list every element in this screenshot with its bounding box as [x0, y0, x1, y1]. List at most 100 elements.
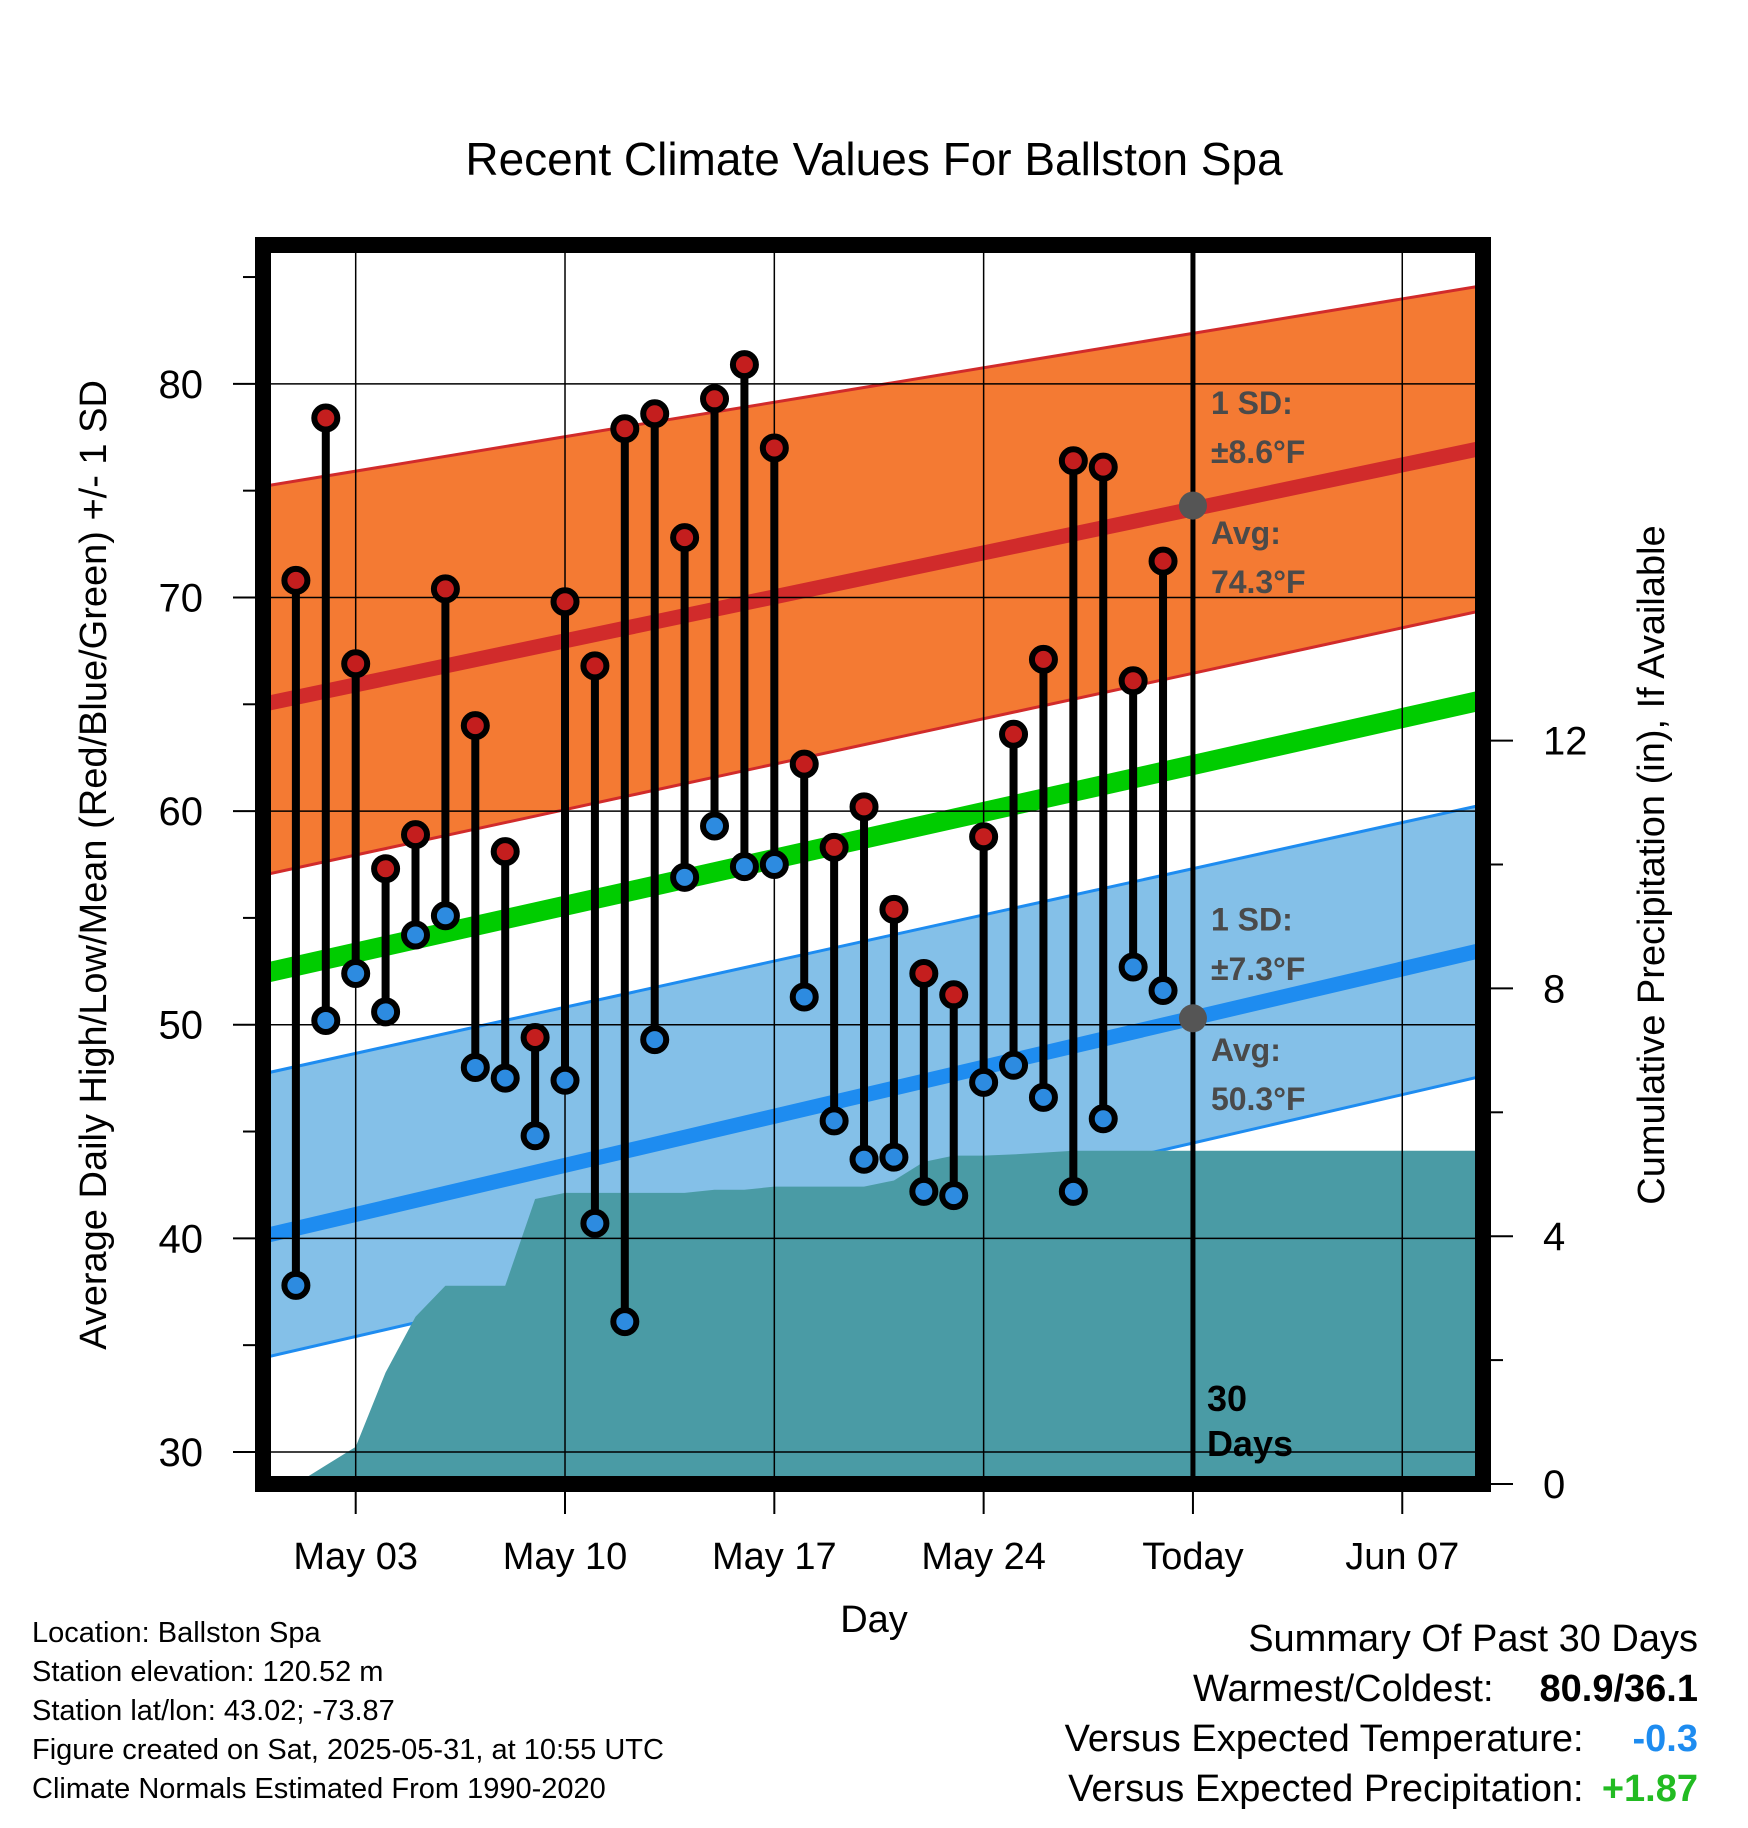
summary-temp-row: Versus Expected Temperature: -0.3 [1065, 1714, 1698, 1764]
avg-mean-line [263, 690, 1483, 984]
x-axis-label: Day [840, 1599, 908, 1641]
high-sd-value: ±8.6°F [1211, 434, 1305, 470]
daily-high-point [909, 958, 939, 988]
daily-low-point [1148, 976, 1178, 1006]
daily-low-point [640, 1025, 670, 1055]
daily-low-point [371, 997, 401, 1027]
low-avg-label: Avg: [1211, 1032, 1281, 1068]
daily-low-point [909, 1176, 939, 1206]
y-tick-label: 50 [159, 1004, 204, 1048]
daily-high-point [819, 832, 849, 862]
daily-high-point [371, 854, 401, 884]
created-text: Figure created on Sat, 2025-05-31, at 10… [32, 1734, 664, 1766]
daily-high-point [1088, 452, 1118, 482]
summary-precip-row: Versus Expected Precipitation: +1.87 [1065, 1764, 1698, 1814]
latlon-text: Station lat/lon: 43.02; -73.87 [32, 1695, 395, 1727]
daily-low-point [849, 1144, 879, 1174]
daily-low-point [520, 1121, 550, 1151]
daily-low-point [999, 1050, 1029, 1080]
daily-high-point [610, 414, 640, 444]
daily-high-point [430, 574, 460, 604]
y-tick-label: 30 [159, 1431, 204, 1475]
precip-label: Versus Expected Precipitation: [1068, 1768, 1584, 1810]
y-tick-label: 40 [159, 1217, 204, 1261]
y2-tick-label: 8 [1543, 967, 1565, 1011]
daily-low-point [311, 1005, 341, 1035]
daily-low-point [819, 1106, 849, 1136]
high-avg-label: Avg: [1211, 515, 1281, 551]
daily-low-point [460, 1052, 490, 1082]
daily-high-point [849, 792, 879, 822]
daily-high-point [401, 820, 430, 850]
warmest-label: Warmest/Coldest: [1192, 1668, 1494, 1710]
x-tick-label: May 24 [921, 1536, 1046, 1578]
plot-frame [255, 237, 1491, 1492]
daily-high-point [700, 384, 730, 414]
daily-high-point [490, 837, 520, 867]
days-number-label: 30 [1207, 1378, 1247, 1419]
daily-high-point [341, 649, 371, 679]
low-sd-value: ±7.3°F [1211, 951, 1305, 987]
daily-high-point [999, 719, 1029, 749]
daily-low-point [550, 1065, 580, 1095]
plot-area: 1 SD: ±8.6°F Avg: 74.3°F 1 SD: ±7.3°F Avg: 50.3… [263, 245, 1483, 1484]
daily-high-point [1118, 666, 1148, 696]
daily-low-point [670, 862, 700, 892]
y2-tick-label: 4 [1543, 1215, 1565, 1259]
warmest-value: 80.9/36.1 [1539, 1668, 1698, 1710]
daily-low-point [759, 850, 789, 879]
daily-low-point [729, 852, 759, 882]
y-axis-label-left: Average Daily High/Low/Mean (Red/Blue/Gr… [73, 380, 115, 1350]
daily-high-point [1058, 446, 1088, 476]
x-tick-label: May 17 [712, 1536, 837, 1578]
summary-title: Summary Of Past 30 Days [1248, 1618, 1698, 1660]
y-tick-label: 60 [159, 790, 204, 834]
daily-low-point [430, 901, 460, 931]
summary-warmest-row: Warmest/Coldest: 80.9/36.1 [1065, 1664, 1698, 1714]
y-tick-label: 70 [159, 576, 204, 620]
daily-low-point [1088, 1104, 1118, 1134]
daily-low-point [700, 811, 730, 841]
daily-high-point [580, 651, 610, 681]
daily-high-point [879, 894, 909, 924]
daily-low-point [879, 1142, 909, 1172]
y-tick-label: 80 [159, 363, 204, 407]
days-word-label: Days [1207, 1423, 1293, 1464]
temp-value: -0.3 [1632, 1718, 1698, 1760]
daily-high-point [640, 399, 670, 429]
plot-clip-group: 1 SD: ±8.6°F Avg: 74.3°F 1 SD: ±7.3°F Avg: 50.3… [263, 245, 1483, 1484]
x-tick-label: May 10 [503, 1536, 628, 1578]
location-text: Location: Ballston Spa [32, 1617, 321, 1649]
daily-low-point [281, 1270, 311, 1300]
daily-low-point [490, 1063, 520, 1093]
daily-high-point [729, 350, 759, 380]
daily-low-point [1118, 952, 1148, 982]
x-tick-label: Jun 07 [1345, 1536, 1459, 1578]
y-axis-label-right: Cumulative Precipitation (in), If Availa… [1631, 525, 1673, 1204]
daily-low-point [580, 1208, 610, 1238]
temp-label: Versus Expected Temperature: [1064, 1718, 1584, 1760]
today-avg-low-marker [1178, 1004, 1207, 1033]
avg-low-line [263, 942, 1483, 1244]
daily-low-point [789, 982, 819, 1012]
elevation-text: Station elevation: 120.52 m [32, 1656, 384, 1688]
low-avg-value: 50.3°F [1211, 1081, 1306, 1117]
chart-title: Recent Climate Values For Ballston Spa [465, 133, 1283, 185]
axes: 30 40 50 60 70 80 0 4 8 12 May 03 May 10 May 17 May 2… [159, 237, 1588, 1578]
daily-low-point [1028, 1082, 1058, 1112]
high-sd-lower-edge [263, 608, 1483, 877]
daily-high-point [759, 433, 789, 463]
summary-panel: Summary Of Past 30 Days Warmest/Coldest:… [1065, 1614, 1698, 1814]
daily-high-point [520, 1023, 550, 1053]
daily-high-point [311, 403, 341, 433]
y2-tick-label: 12 [1543, 720, 1588, 764]
daily-high-point [1148, 546, 1178, 576]
daily-low-point [939, 1181, 969, 1211]
daily-high-point [550, 587, 580, 617]
daily-high-point [1028, 644, 1058, 674]
daily-high-point [789, 749, 819, 779]
daily-low-point [341, 958, 371, 988]
low-sd-upper-edge [263, 803, 1483, 1076]
daily-high-point [460, 711, 490, 741]
